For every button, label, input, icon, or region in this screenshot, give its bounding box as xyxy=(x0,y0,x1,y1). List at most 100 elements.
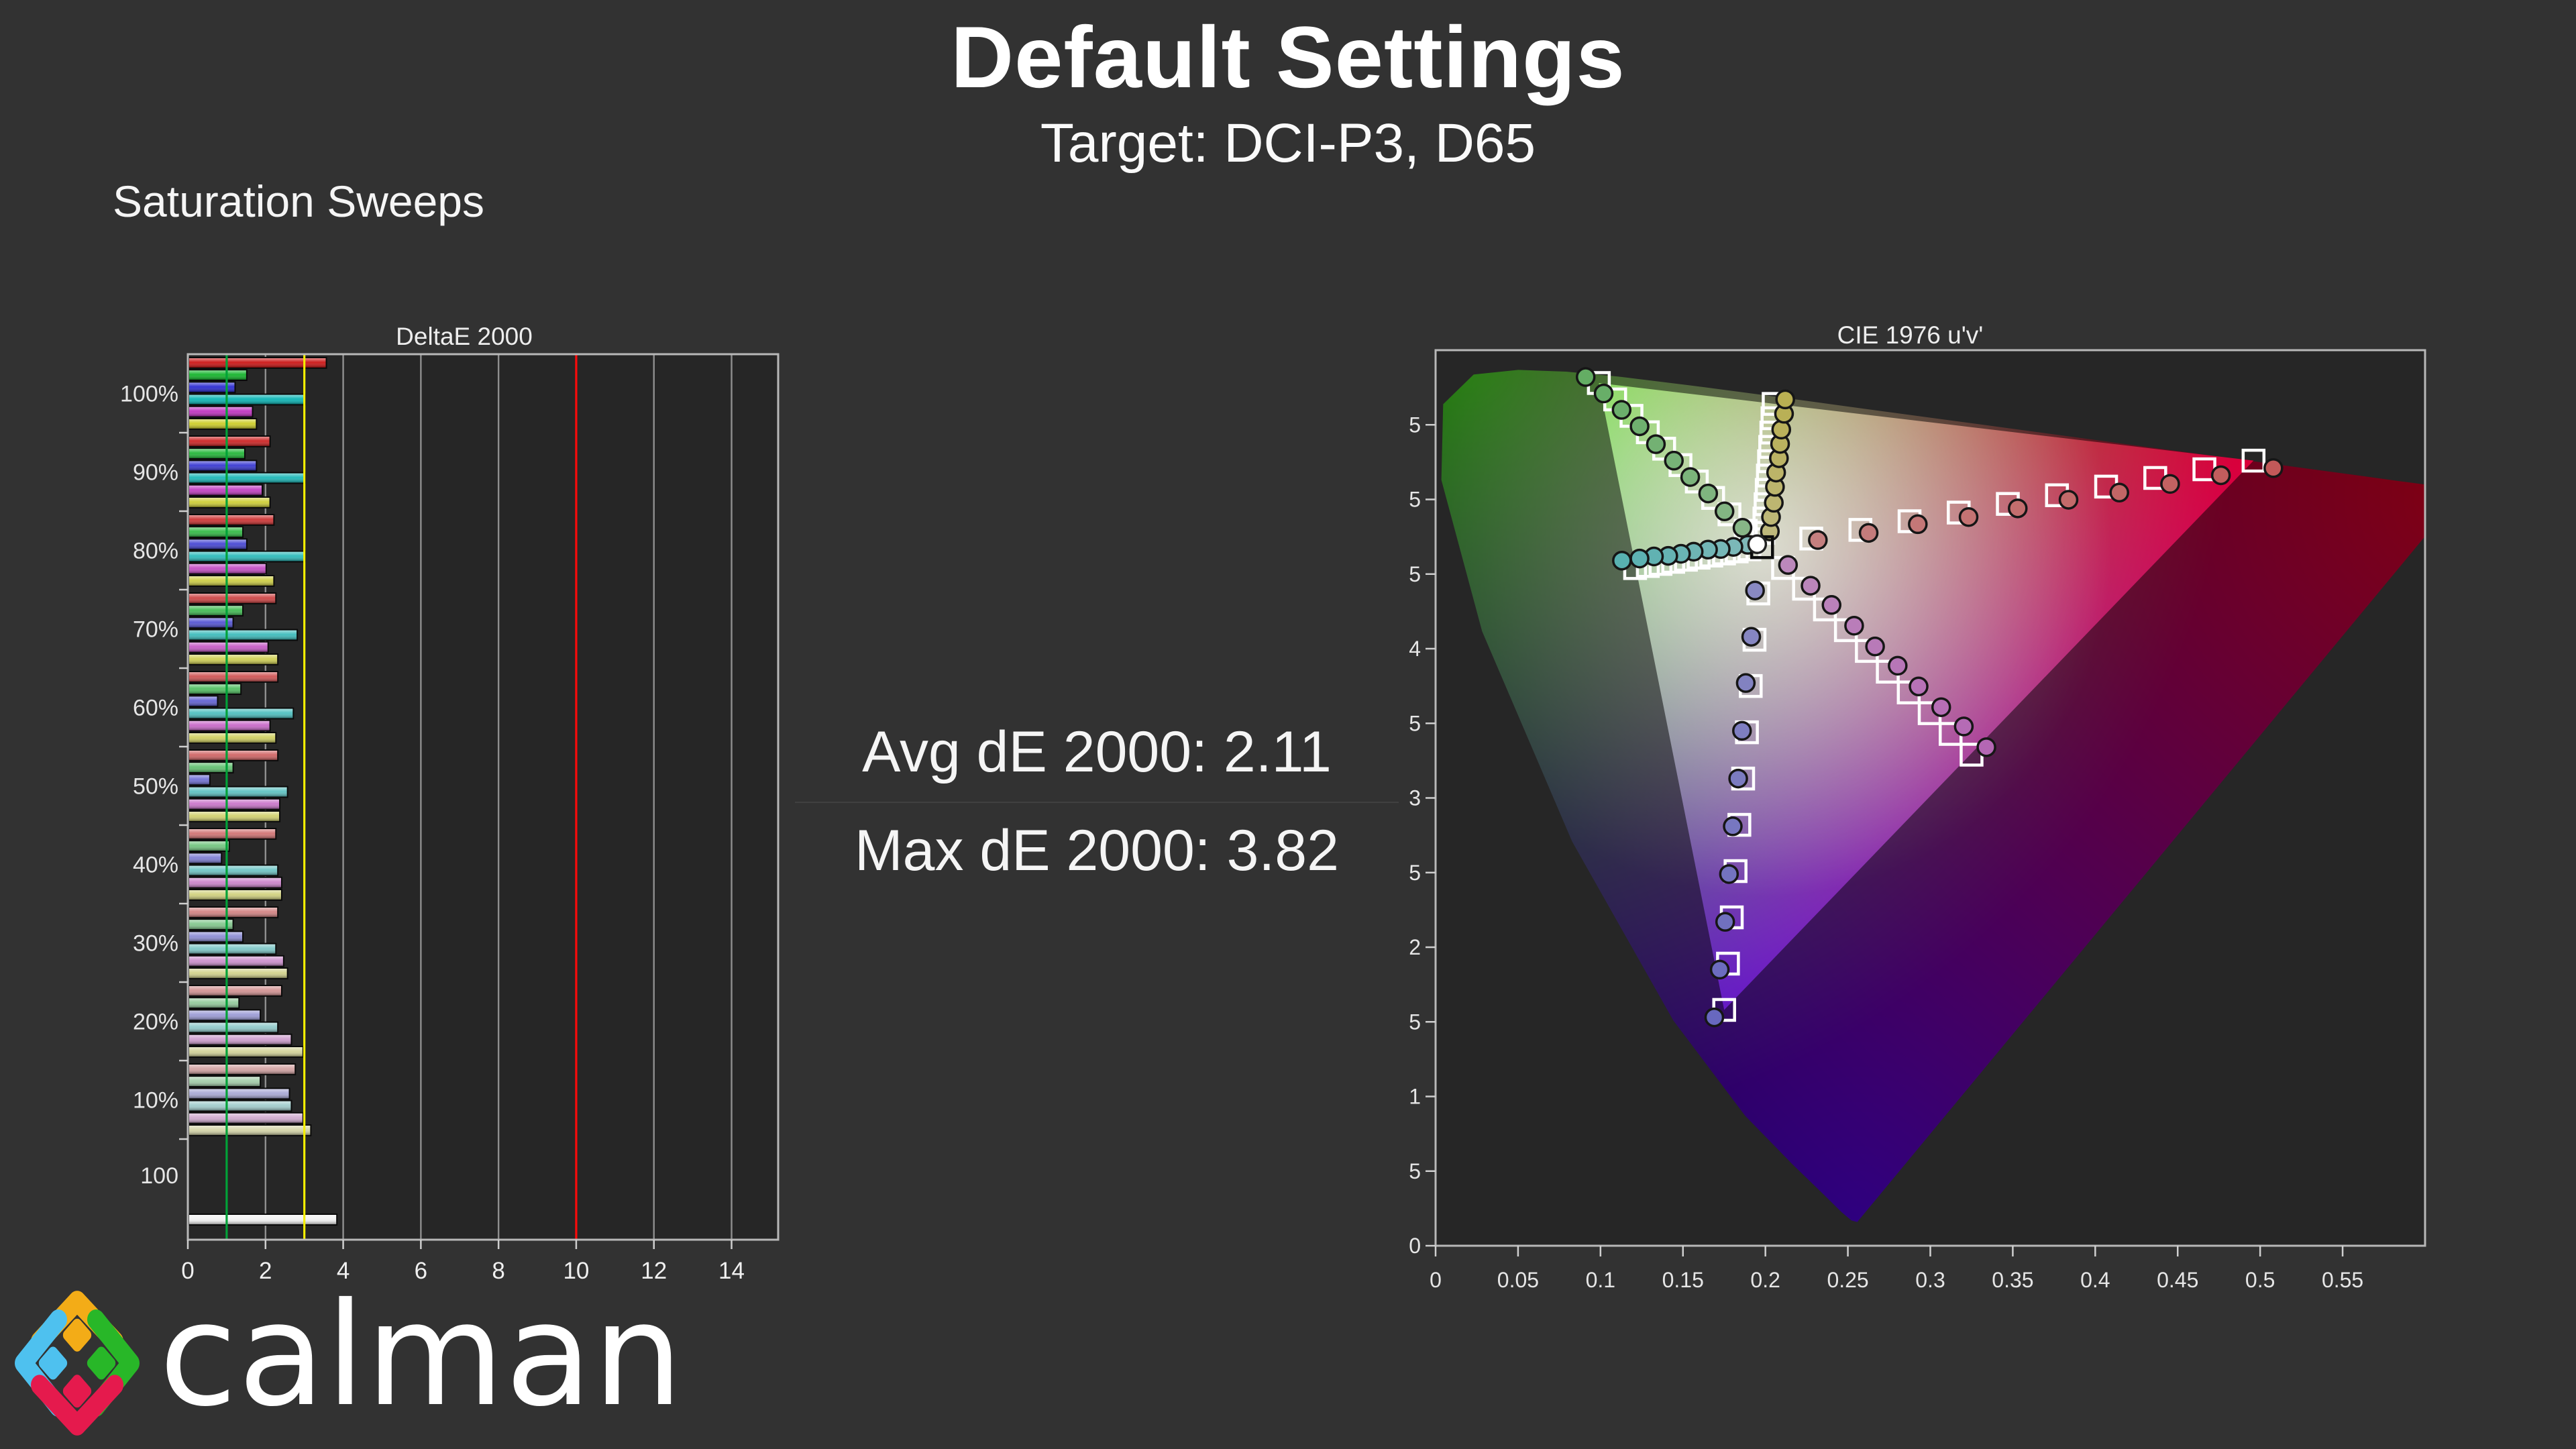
max-de-value: Max dE 2000: 3.82 xyxy=(855,818,1339,883)
measured-magenta-10 xyxy=(1778,555,1799,575)
avg-de-value: Avg dE 2000: 2.11 xyxy=(795,719,1399,803)
saturation-label: 60% xyxy=(133,696,178,721)
page-title: Default Settings xyxy=(951,8,1625,106)
target-red-100 xyxy=(2241,448,2266,473)
white-group-label: 100 xyxy=(140,1163,178,1189)
cie-1976-chromaticity-diagram: 00 0.05 0.05 0.1 0.1 0.15 0.15 0.2 0.2 0.25 0.25 0.… xyxy=(1409,321,2426,1292)
measured-green-30 xyxy=(1698,483,1719,504)
bar-chart-frame xyxy=(186,353,780,1241)
cie-y-tick-label: 0.05 xyxy=(1409,1159,1421,1183)
measured-blue-100 xyxy=(1704,1007,1725,1028)
measured-green-100 xyxy=(1575,367,1596,387)
logo-diamond-top xyxy=(62,1318,92,1352)
measured-blue-40 xyxy=(1732,720,1752,741)
cie-x-tick-label: 0 xyxy=(1430,1268,1442,1292)
cie-y-tick-label: 0.3 xyxy=(1409,786,1421,810)
measured-points xyxy=(1575,367,2284,1028)
measured-blue-90 xyxy=(1709,959,1730,980)
calman-logo-icon xyxy=(15,1291,140,1436)
cie-y-tick-label: 0.2 xyxy=(1409,935,1421,959)
bar-x-tick-label: 10 xyxy=(563,1258,589,1284)
saturation-label: 90% xyxy=(133,460,178,486)
measured-green-50 xyxy=(1664,450,1684,471)
measured-blue-60 xyxy=(1723,816,1743,837)
section-heading: Saturation Sweeps xyxy=(113,176,485,226)
bar-x-tick-label: 8 xyxy=(492,1258,504,1284)
bar-x-axis: 0 2 4 6 8 10 12 14 xyxy=(179,431,745,1284)
bar-x-tick-label: 6 xyxy=(415,1258,427,1284)
cie-y-tick-label: 0.5 xyxy=(1409,488,1421,512)
cie-y-tick-label: 0.25 xyxy=(1409,861,1421,885)
measured-red-100 xyxy=(2263,458,2284,478)
cie-x-tick-label: 0.4 xyxy=(2080,1268,2110,1292)
stats-panel: Avg dE 2000: 2.11 Max dE 2000: 3.82 xyxy=(795,719,1399,884)
measured-yellow-100 xyxy=(1775,389,1795,410)
measured-cyan-100 xyxy=(1612,550,1632,571)
deltae-2000-bar-chart: 100% 90% 80% 70% 60% 50% 40% 30% 20% 10% 100 0 2 4 6 8 1… xyxy=(121,323,780,1284)
measured-magenta-20 xyxy=(1801,576,1821,596)
cie-chart-title: CIE 1976 u'v' xyxy=(1837,321,1984,349)
cie-y-tick-label: 0 xyxy=(1409,1234,1421,1258)
measured-green-40 xyxy=(1680,467,1701,487)
measured-red-30 xyxy=(1908,514,1928,535)
measured-magenta-90 xyxy=(1953,716,1974,737)
cie-x-tick-label: 0.05 xyxy=(1497,1268,1539,1292)
white-point-measured xyxy=(1747,534,1768,554)
saturation-label: 40% xyxy=(133,853,178,878)
measured-red-10 xyxy=(1808,530,1828,550)
logo-diamond-bottom xyxy=(62,1375,92,1408)
measured-blue-80 xyxy=(1715,912,1735,932)
bar-x-tick-label: 4 xyxy=(337,1258,350,1284)
cie-x-tick-label: 0.25 xyxy=(1827,1268,1868,1292)
cie-y-tick-label: 0.1 xyxy=(1409,1085,1421,1109)
measured-blue-70 xyxy=(1719,864,1739,884)
measured-green-20 xyxy=(1714,501,1735,522)
calman-logo-text: calman xyxy=(159,1272,684,1438)
cie-x-tick-label: 0.2 xyxy=(1750,1268,1780,1292)
logo-chevron-bottom xyxy=(31,1375,123,1436)
measured-yellow-80 xyxy=(1771,419,1792,440)
measured-green-60 xyxy=(1646,434,1666,454)
saturation-label: 100% xyxy=(121,382,178,407)
measured-magenta-60 xyxy=(1888,655,1908,676)
bar-y-labels: 100% 90% 80% 70% 60% 50% 40% 30% 20% 10% 100 xyxy=(121,382,178,1189)
saturation-label: 20% xyxy=(133,1010,178,1035)
cie-y-tick-label: 0.55 xyxy=(1409,413,1421,437)
measured-red-70 xyxy=(2109,482,2129,503)
measured-magenta-50 xyxy=(1865,636,1885,657)
measured-cyan-90 xyxy=(1629,548,1650,569)
saturation-label: 10% xyxy=(133,1088,178,1114)
bar-x-tick-label: 0 xyxy=(181,1258,194,1284)
bar-x-tick-label: 12 xyxy=(641,1258,667,1284)
measured-green-90 xyxy=(1593,383,1614,404)
measured-magenta-70 xyxy=(1909,676,1929,697)
cie-x-tick-label: 0.5 xyxy=(2245,1268,2275,1292)
measured-magenta-80 xyxy=(1931,697,1951,717)
logo-diamond-right xyxy=(87,1346,116,1380)
cie-x-tick-label: 0.35 xyxy=(1992,1268,2033,1292)
saturation-label: 50% xyxy=(133,774,178,800)
logo-diamond-left xyxy=(38,1346,68,1380)
cie-y-tick-label: 0.4 xyxy=(1409,637,1421,661)
cie-y-tick-label: 0.35 xyxy=(1409,711,1421,735)
measured-red-20 xyxy=(1858,523,1879,543)
measured-magenta-40 xyxy=(1844,615,1864,636)
cie-y-tick-label: 0.15 xyxy=(1409,1010,1421,1034)
saturation-label: 70% xyxy=(133,617,178,643)
page-subtitle: Target: DCI-P3, D65 xyxy=(1040,112,1536,174)
measured-red-90 xyxy=(2210,465,2231,486)
measured-red-80 xyxy=(2160,474,2180,494)
cie-x-tick-label: 0.1 xyxy=(1586,1268,1615,1292)
sweep-markers xyxy=(1575,367,2284,1028)
saturation-label: 80% xyxy=(133,539,178,564)
cie-x-tick-label: 0.15 xyxy=(1662,1268,1704,1292)
measured-magenta-30 xyxy=(1821,595,1841,615)
measured-magenta-100 xyxy=(1976,737,1996,757)
measured-blue-10 xyxy=(1745,580,1765,600)
reference-lines xyxy=(225,354,578,1240)
measured-red-50 xyxy=(2008,498,2028,519)
measured-blue-50 xyxy=(1728,768,1748,789)
measured-blue-20 xyxy=(1741,627,1762,647)
measured-blue-30 xyxy=(1735,673,1756,693)
cie-axes: 00 0.05 0.05 0.1 0.1 0.15 0.15 0.2 0.2 0.25 0.25 0.… xyxy=(1409,413,2363,1292)
